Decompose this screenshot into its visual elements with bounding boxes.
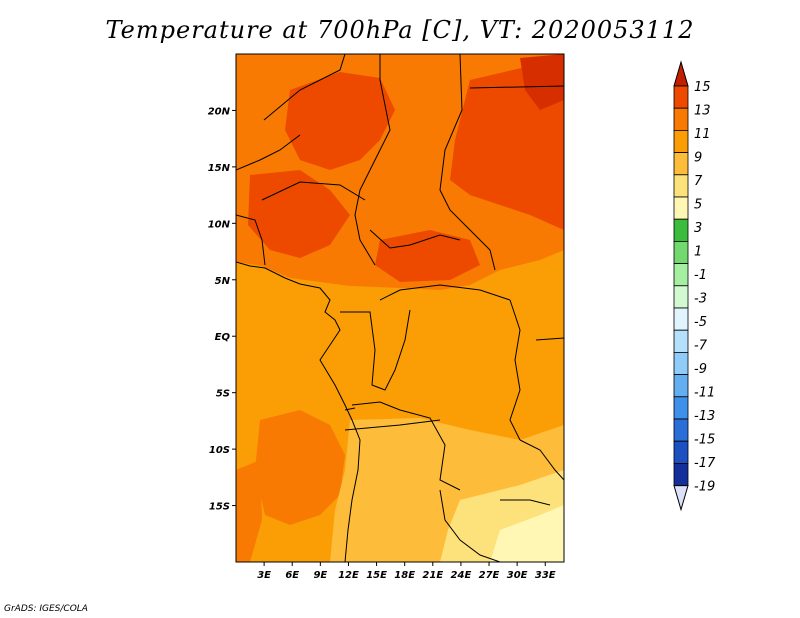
colorbar-label: 9 bbox=[694, 151, 702, 166]
border-angola-north bbox=[344, 419, 441, 431]
border-egypt-sudan bbox=[469, 85, 564, 89]
colorbar-label: -1 bbox=[694, 268, 707, 283]
map-title: Temperature at 700hPa [C], VT: 202005311… bbox=[105, 16, 695, 44]
lat-tick-label: 5N bbox=[215, 276, 231, 287]
field-region-13c-sahara bbox=[285, 72, 395, 170]
colorbar-label: -3 bbox=[694, 292, 707, 307]
border-tanzania bbox=[519, 439, 564, 481]
colorbar-swatch bbox=[673, 462, 689, 486]
colorbar-swatch bbox=[673, 418, 689, 442]
colorbar-swatch bbox=[673, 351, 689, 375]
colorbar-swatch bbox=[673, 307, 689, 331]
border-niger-chad bbox=[354, 54, 391, 266]
border-drc-angola bbox=[351, 401, 461, 491]
colorbar-swatch bbox=[673, 174, 689, 198]
lat-tick-label: 15S bbox=[209, 502, 230, 513]
lat-tick-label: EQ bbox=[215, 332, 231, 343]
colorbar-swatch bbox=[673, 329, 689, 353]
lat-tick-label: 20N bbox=[208, 106, 231, 117]
lat-tick-label: 10S bbox=[209, 445, 230, 456]
border-mali-algeria bbox=[263, 54, 346, 121]
colorbar-swatch bbox=[673, 218, 689, 242]
colorbar-swatch bbox=[673, 85, 689, 109]
colorbar: 15 13 11 9 7 5 3 1 -1 -3 -5 -7 -9 -11 -13 -15 -17 -19 bbox=[673, 60, 716, 512]
colorbar-label: 13 bbox=[694, 104, 711, 119]
lon-tick-label: 12E bbox=[338, 570, 359, 581]
colorbar-label: -11 bbox=[694, 386, 715, 401]
lon-tick-label: 3E bbox=[257, 570, 271, 581]
field-region-3c-southeast bbox=[490, 505, 564, 562]
lon-tick-label: 6E bbox=[285, 570, 299, 581]
colorbar-swatch bbox=[673, 263, 689, 287]
field-region-13c-west bbox=[248, 170, 350, 258]
temperature-field bbox=[236, 54, 564, 562]
colorbar-swatch bbox=[673, 374, 689, 398]
colorbar-label: -9 bbox=[694, 362, 707, 377]
border-zambia bbox=[439, 489, 501, 562]
field-region-11c-southwest bbox=[255, 410, 345, 525]
lon-tick-label: 24E bbox=[451, 570, 472, 581]
colorbar-swatch bbox=[673, 240, 689, 264]
coastline-west bbox=[236, 261, 361, 562]
colorbar-label: -13 bbox=[694, 409, 715, 424]
colorbar-bottom-arrow bbox=[673, 485, 689, 512]
colorbar-label: 11 bbox=[694, 127, 711, 142]
colorbar-swatch bbox=[673, 285, 689, 309]
border-mali-mauritania bbox=[236, 134, 301, 171]
colorbar-swatch bbox=[673, 396, 689, 420]
colorbar-label: 3 bbox=[694, 221, 702, 236]
colorbar-label: 7 bbox=[694, 174, 703, 189]
longitude-axis: 3E 6E 9E 12E 15E 18E 21E 24E 27E 30E 33E bbox=[257, 562, 556, 581]
border-malawi bbox=[500, 499, 551, 506]
border-car-drc bbox=[379, 284, 511, 301]
lakes-border-east bbox=[509, 299, 521, 441]
colorbar-label: 5 bbox=[694, 198, 702, 213]
border-west-africa bbox=[236, 214, 266, 266]
map-frame bbox=[235, 53, 565, 563]
field-region-15c-northeast bbox=[520, 54, 564, 110]
colorbar-label: -5 bbox=[694, 315, 707, 330]
lon-tick-label: 33E bbox=[535, 570, 556, 581]
colorbar-label: -15 bbox=[694, 433, 715, 448]
colorbar-swatch bbox=[673, 196, 689, 220]
border-chad-sudan bbox=[439, 54, 496, 271]
lon-tick-label: 21E bbox=[422, 570, 443, 581]
colorbar-label: -17 bbox=[694, 456, 716, 471]
border-nigeria-north bbox=[261, 181, 366, 201]
lat-tick-label: 5S bbox=[216, 389, 230, 400]
latitude-axis: 20N 15N 10N 5N EQ 5S 10S 15S bbox=[208, 106, 236, 513]
river-mouth-congo bbox=[344, 407, 356, 411]
colorbar-swatch bbox=[673, 129, 689, 153]
credit-label: GrADS: IGES/COLA bbox=[4, 604, 88, 614]
border-congo bbox=[340, 309, 411, 391]
colorbar-top-arrow bbox=[673, 60, 689, 87]
lon-tick-label: 18E bbox=[394, 570, 415, 581]
colorbar-label: -7 bbox=[694, 339, 708, 354]
field-region-11c-coast bbox=[236, 460, 262, 562]
colorbar-swatch bbox=[673, 152, 689, 176]
colorbar-label: 15 bbox=[694, 80, 711, 95]
lat-tick-label: 15N bbox=[208, 163, 231, 174]
border-car-chad bbox=[369, 229, 461, 249]
border-kenya-uganda bbox=[535, 337, 564, 341]
lon-tick-label: 30E bbox=[507, 570, 528, 581]
country-borders bbox=[236, 54, 564, 562]
colorbar-swatch bbox=[673, 107, 689, 131]
lon-tick-label: 15E bbox=[366, 570, 387, 581]
lon-tick-label: 27E bbox=[479, 570, 500, 581]
colorbar-label: 1 bbox=[694, 245, 702, 260]
colorbar-label: -19 bbox=[694, 480, 715, 495]
lon-tick-label: 9E bbox=[313, 570, 327, 581]
field-region-13c-central bbox=[375, 230, 480, 282]
lat-tick-label: 10N bbox=[208, 219, 231, 230]
colorbar-swatch bbox=[673, 440, 689, 464]
